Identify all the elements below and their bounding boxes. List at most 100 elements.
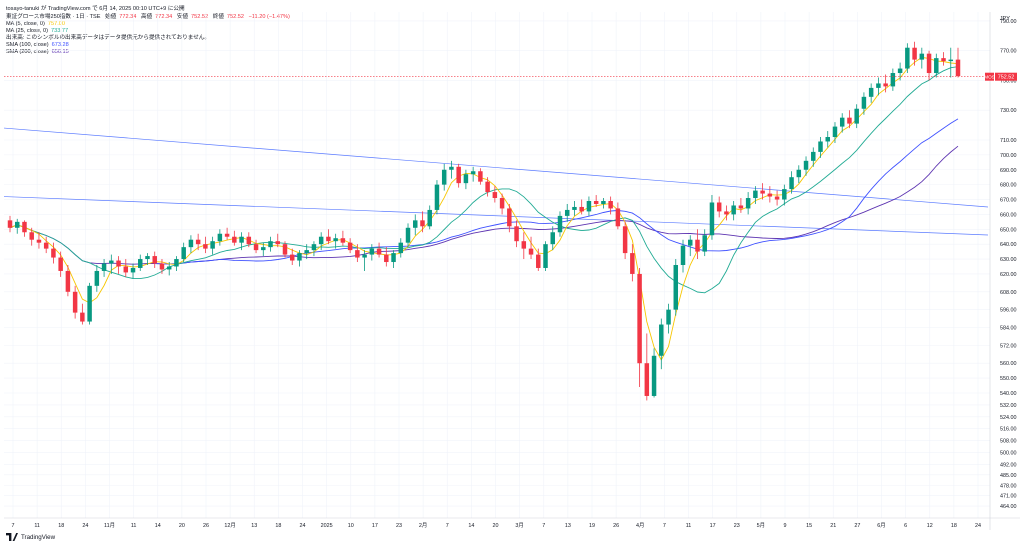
- indicator-label: SMA (100, close): [6, 42, 49, 48]
- candle-body: [347, 242, 353, 251]
- candle-body: [253, 244, 259, 251]
- candle-body: [87, 285, 92, 322]
- x-tick-label: 24: [300, 523, 306, 529]
- candle-body: [195, 239, 201, 245]
- y-tick-label: 532.00: [1000, 403, 1017, 409]
- candle-body: [724, 211, 729, 215]
- x-tick-label: 12月: [224, 522, 235, 529]
- candle-body: [94, 270, 100, 286]
- candle-body: [398, 242, 404, 254]
- candle-body: [601, 201, 606, 204]
- candle-body: [413, 220, 418, 228]
- indicator-volume[interactable]: 出来高: このシンボルの出来高データはデータ提供元から提供されておりません。: [6, 35, 213, 42]
- y-tick-label: 650.00: [1000, 227, 1017, 233]
- candle-body: [470, 171, 476, 175]
- candle-body: [478, 171, 483, 182]
- candle-body: [463, 174, 469, 184]
- x-tick-label: 17: [372, 523, 378, 529]
- indicator-ma5[interactable]: MA (5, close, 0) 757.00: [6, 21, 68, 28]
- x-tick-label: 7: [446, 523, 449, 529]
- candle-body: [318, 236, 324, 245]
- candle-body: [543, 244, 548, 268]
- candle-body: [637, 273, 642, 364]
- y-tick-label: 500.00: [1000, 451, 1017, 457]
- candle-body: [282, 244, 288, 255]
- candle-body: [651, 355, 657, 396]
- x-tick-label: 18: [58, 523, 64, 529]
- candle-body: [839, 117, 845, 127]
- x-tick-label: 12: [927, 523, 933, 529]
- candle-body: [420, 220, 425, 227]
- currency-label: JPY: [999, 16, 1010, 22]
- candle-body: [485, 181, 490, 193]
- y-tick-label: 516.00: [1000, 427, 1017, 433]
- candle-body: [224, 233, 230, 237]
- y-tick-label: 730.00: [1000, 108, 1017, 114]
- candle-body: [586, 201, 592, 212]
- candle-body: [905, 47, 910, 69]
- tradingview-logo-icon: [6, 533, 18, 541]
- candle-body: [934, 58, 939, 74]
- indicator-ma25[interactable]: MA (25, close, 0) 733.77: [6, 28, 71, 35]
- indicator-value: 656.15: [51, 49, 69, 55]
- candle-body: [774, 196, 780, 200]
- publish-credit: tosayo-tanuki が TradingView.com で 6月 14,…: [6, 6, 185, 12]
- indicator-value: 757.00: [47, 21, 65, 27]
- candle-body: [499, 198, 505, 209]
- y-tick-label: 550.00: [1000, 376, 1017, 382]
- y-tick-label: 680.00: [1000, 183, 1017, 189]
- candle-body: [593, 201, 599, 204]
- y-tick-label: 492.00: [1000, 462, 1017, 468]
- candle-body: [912, 47, 917, 60]
- y-tick-label: 485.00: [1000, 473, 1017, 479]
- indicator-sma100[interactable]: SMA (100, close) 673.28: [6, 42, 72, 49]
- y-tick-label: 620.00: [1000, 272, 1017, 278]
- x-tick-label: 2月: [419, 522, 427, 529]
- candle-body: [188, 239, 194, 248]
- candle-body: [550, 232, 555, 245]
- x-tick-label: 20: [179, 523, 185, 529]
- x-tick-label: 26: [613, 523, 619, 529]
- tradingview-logo[interactable]: TradingView: [6, 533, 55, 541]
- candle-body: [919, 53, 925, 60]
- candle-body: [239, 236, 244, 243]
- candle-body: [261, 247, 266, 251]
- candle-body: [232, 236, 237, 243]
- candle-body: [716, 202, 722, 212]
- x-tick-label: 15: [806, 523, 812, 529]
- low-label: 安値: [176, 14, 189, 20]
- x-tick-label: 19: [589, 523, 595, 529]
- candle-body: [803, 160, 809, 170]
- indicator-value: 673.28: [51, 42, 69, 48]
- x-tick-label: 24: [82, 523, 88, 529]
- candle-body: [203, 244, 208, 249]
- candle-body: [72, 291, 78, 313]
- candle-body: [521, 241, 527, 249]
- candle-body: [311, 244, 317, 251]
- candle-body: [868, 87, 874, 97]
- y-tick-label: 471.00: [1000, 494, 1017, 500]
- x-tick-label: 9: [784, 523, 787, 529]
- candle-body: [564, 209, 570, 216]
- x-tick-label: 6: [904, 523, 907, 529]
- candle-body: [608, 201, 613, 209]
- x-tick-label: 18: [951, 523, 957, 529]
- candle-body: [174, 259, 179, 267]
- candle-body: [145, 256, 150, 260]
- y-tick-label: 572.00: [1000, 343, 1017, 349]
- trendline: [3, 196, 989, 236]
- x-tick-label: 23: [734, 523, 740, 529]
- tradingview-logo-text: TradingView: [21, 533, 56, 541]
- candle-body: [449, 166, 454, 170]
- candle-body: [304, 250, 309, 254]
- candle-body: [58, 257, 63, 271]
- candle-body: [572, 206, 577, 210]
- indicator-label: 出来高: このシンボルの出来高データはデータ提供元から提供されておりません。: [6, 35, 210, 41]
- indicator-sma200[interactable]: SMA (200, close) 656.15: [6, 49, 72, 56]
- candle-body: [116, 260, 121, 267]
- change-value: −11.20 (−1.47%): [248, 14, 290, 20]
- candle-body: [789, 177, 794, 190]
- candle-body: [615, 208, 621, 227]
- candle-body: [890, 73, 896, 87]
